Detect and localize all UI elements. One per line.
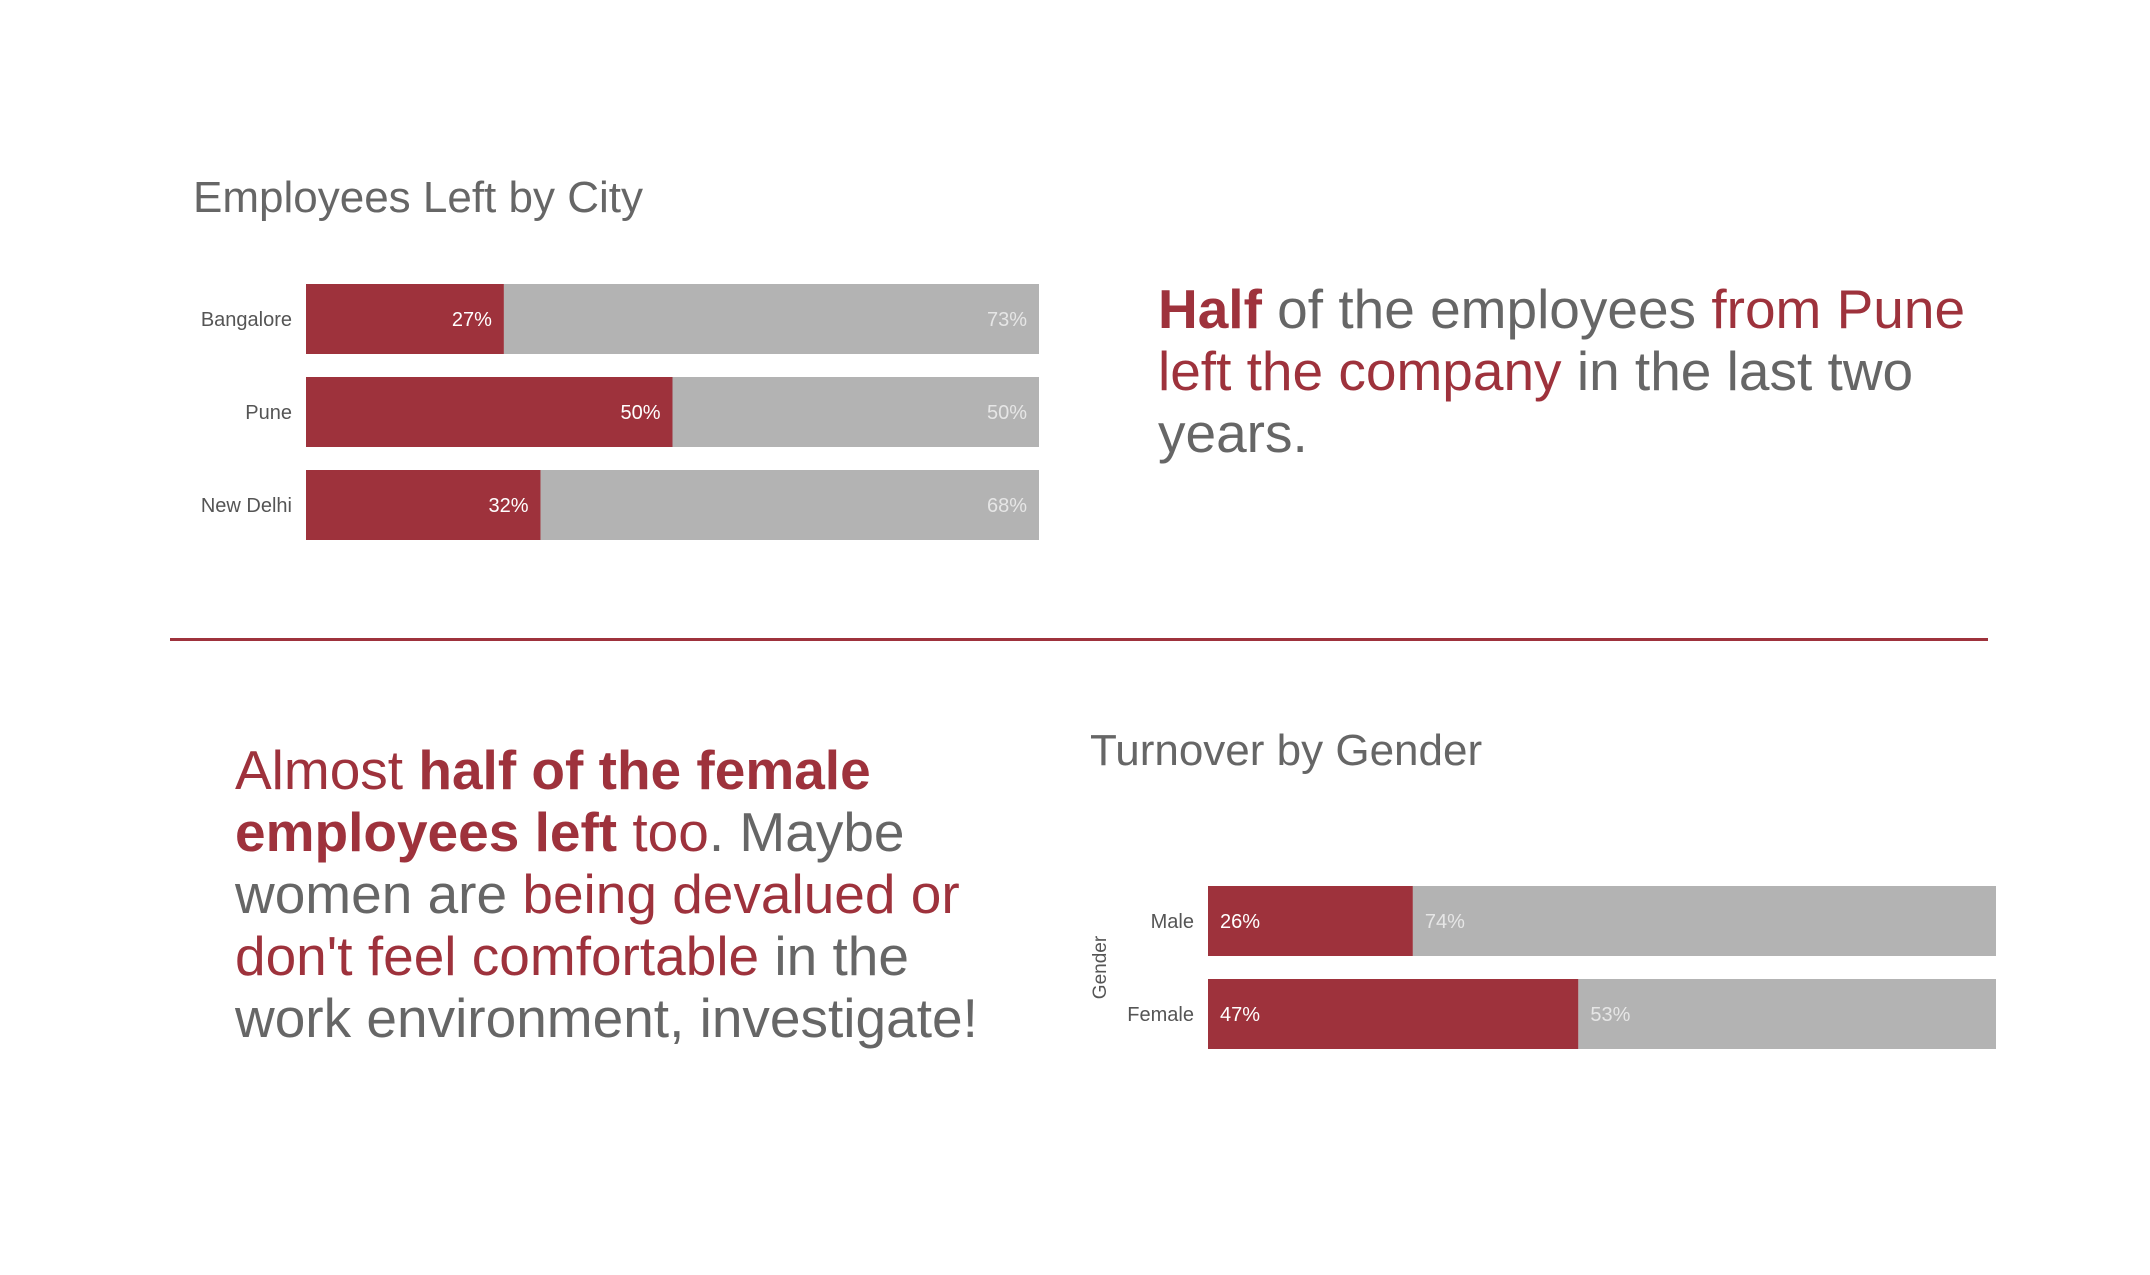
section-divider <box>170 638 1988 641</box>
left-bar <box>306 377 673 447</box>
city-chart: Bangalore 27% 73% Pune 50% 50% New Delhi 32% 68% <box>201 284 1039 540</box>
category-label: Female <box>1127 1004 1194 1026</box>
gender-insight-segment: being devalued or don't feel comfortable <box>235 863 960 987</box>
city-insight-segment: from Pune left the company <box>1158 278 1966 402</box>
data-label: 27% <box>452 309 492 331</box>
category-label: Pune <box>245 402 292 424</box>
data-label: 73% <box>987 309 1027 331</box>
data-label: 50% <box>620 402 660 424</box>
gender-chart: Male 26% 74% Female 47% 53% Gender <box>1090 886 1996 1049</box>
gender-insight-segment: in the work environment, investigate! <box>235 925 978 1049</box>
city-insight-segment: Half <box>1158 278 1262 340</box>
stayed-bar <box>672 377 1039 447</box>
data-label: 68% <box>987 495 1027 517</box>
stayed-bar <box>1412 886 1996 956</box>
left-bar <box>306 470 541 540</box>
data-label: 50% <box>987 402 1027 424</box>
stayed-bar <box>540 470 1039 540</box>
data-label: 32% <box>489 495 529 517</box>
stayed-bar <box>1578 979 1996 1049</box>
left-bar <box>306 284 504 354</box>
data-label: 47% <box>1220 1004 1260 1026</box>
city-insight-segment: in the last two years. <box>1158 340 1914 464</box>
gender-insight-segment: too <box>617 801 709 863</box>
gender-insight-segment: half of the female employees left <box>235 739 871 863</box>
y-axis-title: Gender <box>1090 935 1111 999</box>
data-label: 26% <box>1220 911 1260 933</box>
data-label: 53% <box>1590 1004 1630 1026</box>
category-label: Male <box>1151 911 1194 933</box>
gender-insight-segment: . Maybe women are <box>235 801 905 925</box>
city-chart-title: Employees Left by City <box>193 173 643 222</box>
city-insight: Half of the employees from Pune left the… <box>1158 278 1978 464</box>
category-label: New Delhi <box>201 495 292 517</box>
left-bar <box>1208 979 1579 1049</box>
data-label: 74% <box>1425 911 1465 933</box>
left-bar <box>1208 886 1413 956</box>
gender-chart-title: Turnover by Gender <box>1090 726 1483 775</box>
category-label: Bangalore <box>201 309 292 331</box>
stayed-bar <box>503 284 1039 354</box>
city-insight-segment: of the employees <box>1261 278 1712 340</box>
gender-insight-segment: Almost <box>235 739 419 801</box>
gender-insight: Almost half of the female employees left… <box>235 739 995 1049</box>
